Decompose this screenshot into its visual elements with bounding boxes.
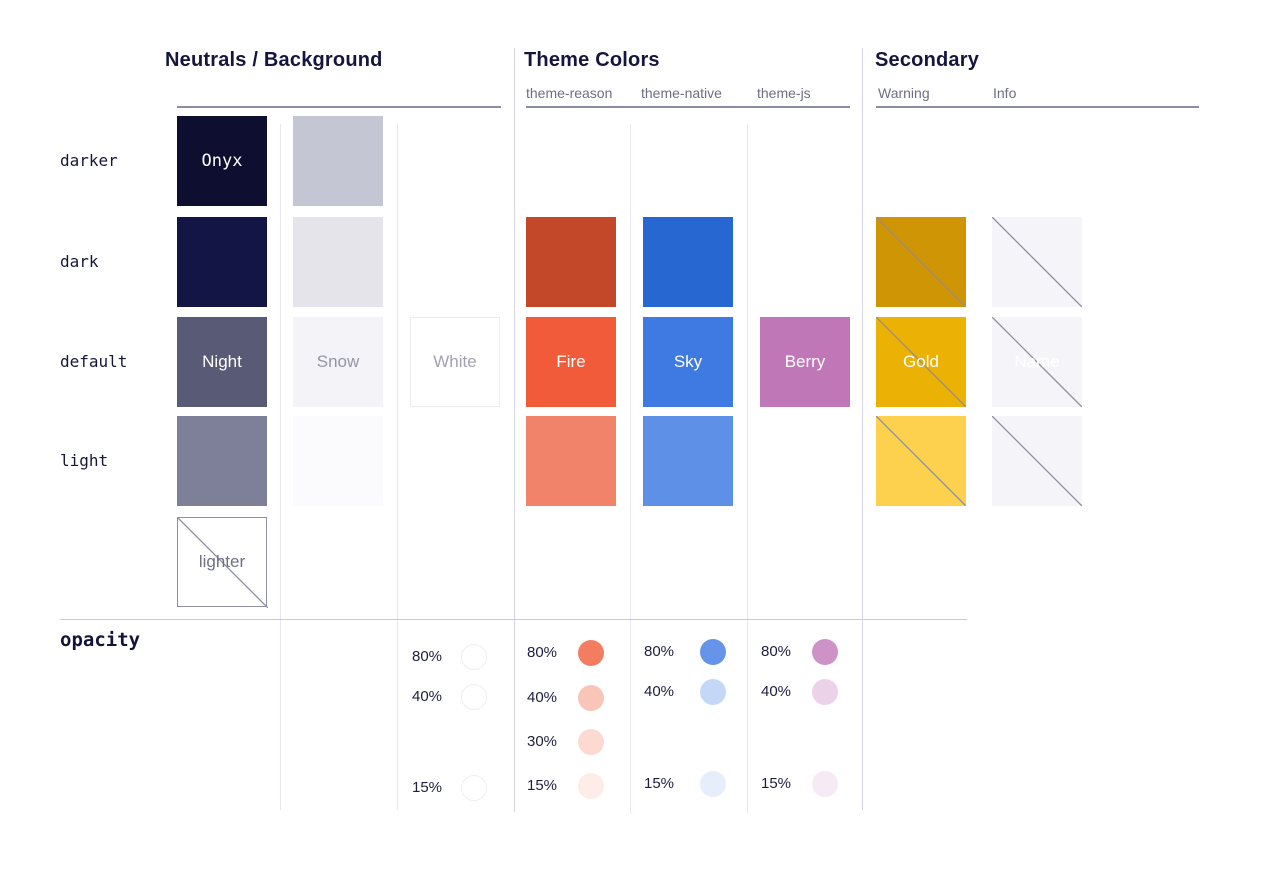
- swatch-label: Snow: [316, 352, 360, 371]
- swatch-neutral-alt-darker: [293, 116, 383, 206]
- strikethrough-diagonal-line: [876, 217, 966, 307]
- swatch-warning-default: Gold: [876, 317, 966, 407]
- opacity-percent-label-white: 40%: [412, 688, 443, 705]
- swatch-theme-native-default: Sky: [643, 317, 733, 407]
- swatch-info-default: Name: [992, 317, 1082, 407]
- swatch-neutral-main-default: Night: [177, 317, 267, 407]
- strikethrough-diagonal-line: [992, 416, 1082, 506]
- swatch-label: Berry: [784, 352, 826, 371]
- opacity-circle-theme-js: [812, 639, 838, 665]
- row-label-darker: darker: [60, 151, 118, 170]
- swatch-neutral-main-light: [177, 416, 267, 506]
- column-divider-line: [397, 124, 398, 810]
- opacity-circle-theme-native: [700, 771, 726, 797]
- column-label-info: Info: [993, 85, 1017, 101]
- swatch-warning-dark: [876, 217, 966, 307]
- opacity-circle-theme-js: [812, 771, 838, 797]
- opacity-circle-theme-reason: [578, 640, 604, 666]
- underline-theme-colors: [526, 106, 850, 108]
- section-divider-line: [862, 48, 863, 810]
- opacity-percent-label-theme-native: 80%: [644, 643, 675, 660]
- opacity-circle-theme-reason: [578, 773, 604, 799]
- section-title-theme-colors: Theme Colors: [524, 49, 660, 71]
- strikethrough-diagonal-line: [992, 317, 1082, 407]
- swatch-label: Night: [202, 352, 242, 371]
- swatch-theme-js-default: Berry: [760, 317, 850, 407]
- opacity-percent-label-theme-reason: 80%: [527, 644, 558, 661]
- opacity-circle-theme-native: [700, 639, 726, 665]
- opacity-percent-label-theme-reason: 15%: [527, 777, 558, 794]
- row-label-opacity: opacity: [60, 629, 141, 651]
- opacity-percent-label-theme-reason: 40%: [527, 689, 558, 706]
- column-divider-line: [280, 124, 281, 810]
- column-label-theme-reason: theme-reason: [526, 85, 613, 101]
- strikethrough-diagonal-line: [992, 217, 1082, 307]
- swatch-info-light: [992, 416, 1082, 506]
- swatch-theme-reason-default: Fire: [526, 317, 616, 407]
- section-divider-line: [514, 48, 515, 812]
- opacity-percent-label-theme-js: 15%: [761, 775, 792, 792]
- swatch-label: Sky: [673, 352, 703, 371]
- swatch-label: White: [433, 352, 477, 371]
- swatch-neutral-main-darker: Onyx: [177, 116, 267, 206]
- opacity-circle-theme-native: [700, 679, 726, 705]
- strikethrough-diagonal-line: [178, 518, 268, 608]
- opacity-circle-white: [461, 644, 487, 670]
- swatch-neutral-main-lighter: lighter: [177, 517, 268, 608]
- opacity-percent-label-theme-reason: 30%: [527, 733, 558, 750]
- opacity-circle-white: [461, 684, 487, 710]
- swatch-theme-native-light: [643, 416, 733, 506]
- swatch-neutral-white-default: White: [410, 317, 500, 407]
- underline-neutrals: [177, 106, 501, 108]
- opacity-percent-label-theme-native: 15%: [644, 775, 675, 792]
- swatch-theme-reason-light: [526, 416, 616, 506]
- swatch-warning-light: [876, 416, 966, 506]
- swatch-neutral-alt-dark: [293, 217, 383, 307]
- swatch-theme-reason-dark: [526, 217, 616, 307]
- opacity-percent-label-theme-js: 80%: [761, 643, 792, 660]
- strikethrough-diagonal-line: [876, 317, 966, 407]
- opacity-circle-theme-reason: [578, 685, 604, 711]
- underline-secondary: [876, 106, 1199, 108]
- strikethrough-diagonal-line: [876, 416, 966, 506]
- swatch-label: Onyx: [201, 151, 243, 171]
- opacity-circle-theme-reason: [578, 729, 604, 755]
- opacity-circle-theme-js: [812, 679, 838, 705]
- section-title-neutrals: Neutrals / Background: [165, 49, 383, 71]
- swatch-neutral-alt-light: [293, 416, 383, 506]
- row-label-dark: dark: [60, 252, 99, 271]
- opacity-percent-label-white: 15%: [412, 779, 443, 796]
- opacity-percent-label-white: 80%: [412, 648, 443, 665]
- swatch-label: lighter: [198, 552, 246, 571]
- column-divider-line: [747, 124, 748, 814]
- column-label-theme-js: theme-js: [757, 85, 811, 101]
- swatch-label: Name: [1014, 352, 1060, 371]
- swatch-theme-native-dark: [643, 217, 733, 307]
- swatch-info-dark: [992, 217, 1082, 307]
- opacity-percent-label-theme-js: 40%: [761, 683, 792, 700]
- opacity-percent-label-theme-native: 40%: [644, 683, 675, 700]
- swatch-neutral-alt-default: Snow: [293, 317, 383, 407]
- swatch-label: Fire: [556, 352, 586, 371]
- row-label-light: light: [60, 451, 109, 470]
- column-divider-line: [630, 124, 631, 814]
- column-label-theme-native: theme-native: [641, 85, 722, 101]
- row-label-default: default: [60, 352, 128, 371]
- swatch-label: Gold: [903, 352, 939, 371]
- opacity-circle-white: [461, 775, 487, 801]
- column-label-warning: Warning: [878, 85, 930, 101]
- swatch-neutral-main-dark: [177, 217, 267, 307]
- section-title-secondary: Secondary: [875, 49, 980, 71]
- opacity-separator-line: [60, 619, 967, 620]
